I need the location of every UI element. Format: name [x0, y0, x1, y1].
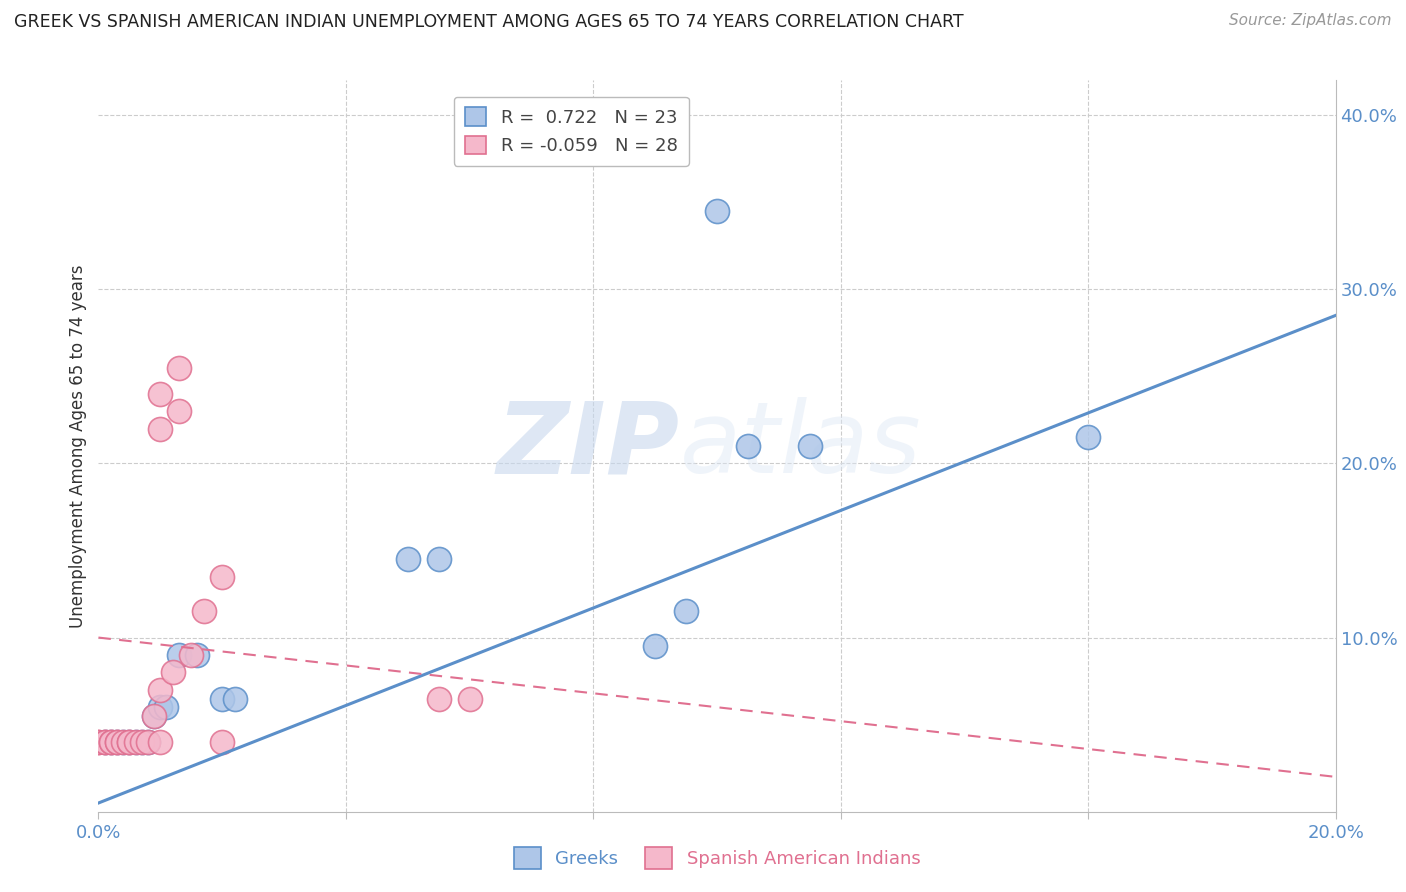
Text: Source: ZipAtlas.com: Source: ZipAtlas.com [1229, 13, 1392, 29]
Point [87, 735, 110, 749]
Point [167, 360, 190, 375]
Point [112, 735, 135, 749]
Point [124, 735, 146, 749]
Point [149, 682, 172, 697]
Point [131, 735, 153, 749]
Point [644, 640, 666, 654]
Point [149, 735, 172, 749]
Point [93, 735, 115, 749]
Point [100, 735, 122, 749]
Text: GREEK VS SPANISH AMERICAN INDIAN UNEMPLOYMENT AMONG AGES 65 TO 74 YEARS CORRELAT: GREEK VS SPANISH AMERICAN INDIAN UNEMPLO… [14, 13, 963, 31]
Point [87, 735, 110, 749]
Point [737, 439, 759, 453]
Legend: Greeks, Spanish American Indians: Greeks, Spanish American Indians [506, 839, 928, 876]
Point [162, 665, 184, 680]
Point [427, 691, 450, 706]
Point [105, 735, 128, 749]
Point [211, 735, 233, 749]
Point [112, 735, 135, 749]
Point [167, 648, 190, 662]
Point [131, 735, 153, 749]
Point [224, 691, 246, 706]
Point [396, 552, 419, 566]
Point [118, 735, 141, 749]
Text: atlas: atlas [681, 398, 921, 494]
Point [180, 648, 202, 662]
Point [186, 648, 208, 662]
Point [93, 735, 115, 749]
Point [1077, 430, 1099, 444]
Point [136, 735, 159, 749]
Point [458, 691, 481, 706]
Point [149, 386, 172, 401]
Y-axis label: Unemployment Among Ages 65 to 74 years: Unemployment Among Ages 65 to 74 years [69, 264, 87, 628]
Point [100, 735, 122, 749]
Point [706, 203, 728, 218]
Point [143, 709, 166, 723]
Point [193, 604, 215, 618]
Point [149, 421, 172, 435]
Point [143, 709, 166, 723]
Point [799, 439, 821, 453]
Point [211, 569, 233, 583]
Point [100, 735, 122, 749]
Point [427, 552, 450, 566]
Point [118, 735, 141, 749]
Point [149, 700, 172, 714]
Point [675, 604, 697, 618]
Point [124, 735, 146, 749]
Point [105, 735, 128, 749]
Point [155, 700, 177, 714]
Point [211, 691, 233, 706]
Point [167, 404, 190, 418]
Point [136, 735, 159, 749]
Point [93, 735, 115, 749]
Point [105, 735, 128, 749]
Point [118, 735, 141, 749]
Text: ZIP: ZIP [496, 398, 681, 494]
